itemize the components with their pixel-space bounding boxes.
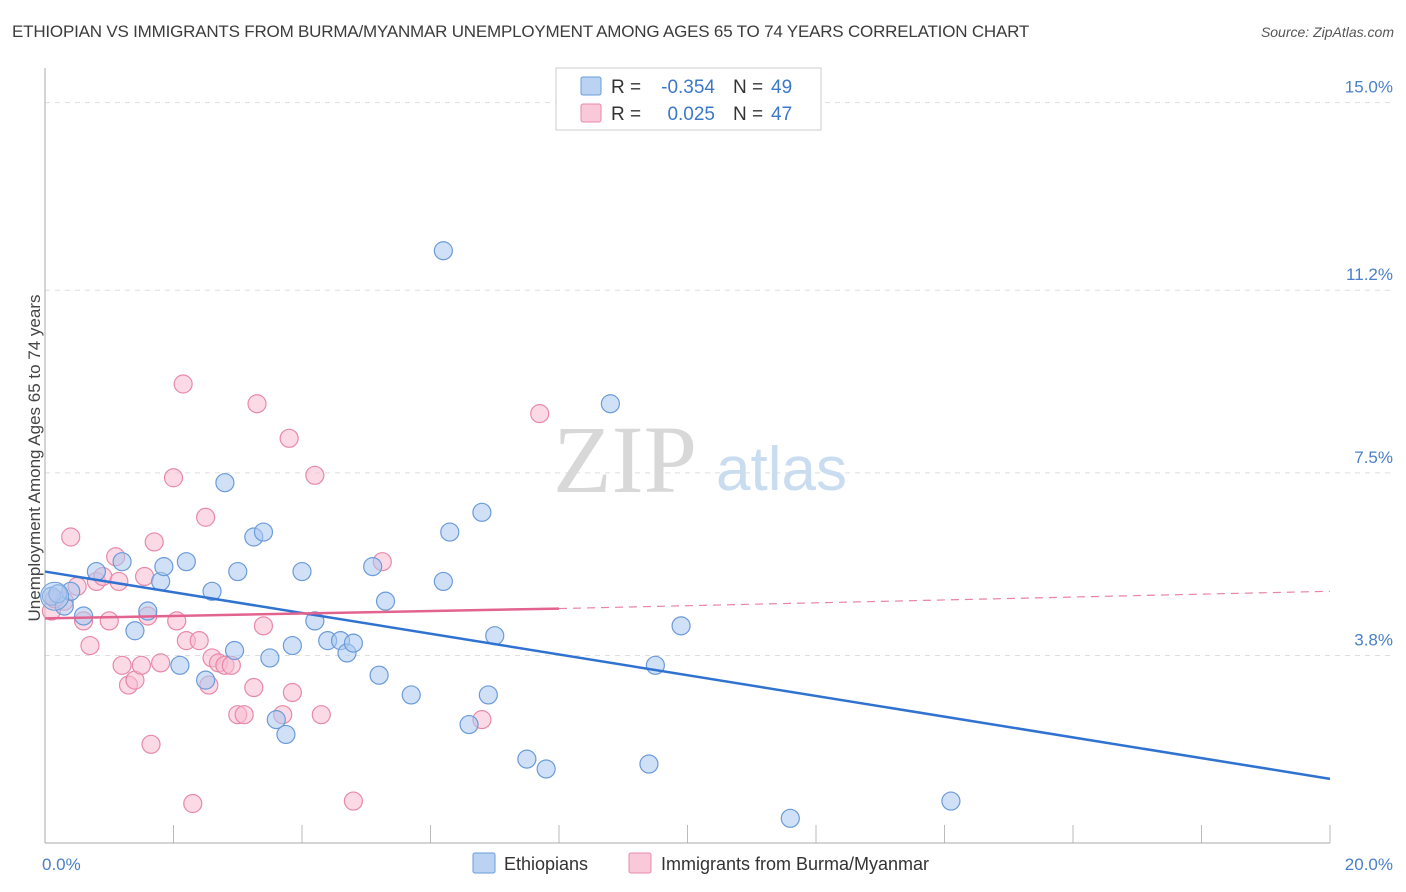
legend-n-label-burma: N =: [733, 104, 763, 125]
legend-r-value-burma: 0.025: [667, 104, 715, 125]
ethiopians-point: [215, 473, 235, 493]
ethiopians-point: [639, 754, 659, 774]
chart-source: Source: ZipAtlas.com: [1260, 24, 1394, 40]
ethiopians-point: [459, 714, 479, 735]
burma-point: [189, 631, 209, 651]
ethiopians-point: [440, 522, 460, 542]
burma-point: [247, 394, 267, 414]
burma-point: [343, 791, 363, 811]
ethiopians-point: [176, 552, 196, 572]
burma-point: [244, 677, 264, 698]
ethiopians-point: [536, 759, 556, 779]
burma-point: [134, 566, 155, 587]
axis-layer: [44, 68, 1330, 844]
ethiopians-point: [433, 571, 453, 592]
burma-point: [61, 527, 81, 547]
burma-point: [151, 653, 171, 673]
trend-layer: [44, 570, 1331, 781]
points-layer: [40, 241, 961, 828]
burma-point: [311, 705, 331, 725]
ethiopians-point: [363, 557, 383, 577]
ethiopians-point: [125, 621, 145, 641]
burma-point: [112, 655, 132, 675]
burma-trend-line: [44, 607, 560, 620]
watermark-atlas: atlas: [716, 435, 847, 504]
ethiopians-point: [202, 581, 222, 601]
ethiopians-point: [780, 808, 800, 828]
ethiopians-point: [40, 581, 70, 611]
legend-n-label-ethiopians: N =: [733, 77, 763, 98]
y-tick-label: 7.5%: [1354, 448, 1393, 467]
legend-r-label-burma: R =: [611, 104, 641, 125]
bottom-legend-label-burma: Immigrants from Burma/Myanmar: [661, 854, 929, 874]
x-tick-label: 0.0%: [42, 855, 81, 874]
burma-point: [183, 793, 203, 814]
ethiopians-point: [433, 241, 453, 261]
watermark: ZIP atlas: [553, 406, 847, 513]
bottom-legend-swatch-burma: [628, 852, 652, 874]
ethiopians-point: [253, 522, 274, 542]
ethiopians-point: [282, 635, 302, 656]
ethiopians-point: [224, 640, 245, 661]
y-tick-label: 3.8%: [1354, 630, 1393, 649]
legend-box: R = -0.354 N = 49 R = 0.025 N = 47: [555, 67, 822, 131]
y-tick-label: 11.2%: [1346, 265, 1393, 284]
ethiopians-point: [73, 606, 94, 626]
ethiopians-point: [517, 749, 537, 769]
x-tick-label: 20.0%: [1345, 855, 1393, 874]
legend-r-label-ethiopians: R =: [611, 77, 641, 98]
ethiopians-point: [154, 557, 174, 577]
bottom-legend-swatch-ethiopians: [472, 852, 496, 874]
ethiopians-point: [343, 633, 363, 653]
legend-n-value-burma: 47: [771, 104, 792, 125]
bottom-legend: Ethiopians Immigrants from Burma/Myanmar: [472, 852, 929, 874]
tick-layer: 3.8% 7.5% 11.2% 15.0% 0.0% 20.0%: [42, 78, 1393, 874]
burma-point: [144, 532, 164, 552]
burma-point: [196, 507, 216, 527]
y-tick-label: 15.0%: [1345, 78, 1393, 97]
y-axis-label: Unemployment Among Ages 65 to 74 years: [25, 295, 44, 622]
watermark-zip: ZIP: [553, 406, 697, 513]
burma-point: [253, 616, 274, 636]
ethiopians-point: [276, 724, 296, 745]
burma-point: [131, 655, 151, 675]
grid-layer: [45, 102, 1395, 843]
burma-point: [305, 465, 325, 485]
ethiopians-point: [941, 791, 961, 811]
ethiopians-point: [196, 670, 216, 690]
legend-n-value-ethiopians: 49: [771, 77, 792, 98]
ethiopians-point: [292, 561, 312, 582]
burma-point: [234, 705, 254, 725]
ethiopians-point: [472, 502, 492, 522]
ethiopians-point: [375, 591, 396, 611]
ethiopians-point: [478, 685, 498, 705]
ethiopians-point: [170, 655, 190, 675]
burma-point: [279, 428, 299, 448]
ethiopians-point: [369, 665, 389, 685]
burma-point: [530, 404, 550, 424]
burma-trend-line-dashed: [558, 590, 1331, 610]
ethiopians-point: [671, 616, 691, 636]
burma-point: [173, 374, 193, 394]
legend-r-value-ethiopians: -0.354: [661, 77, 715, 98]
chart-title: ETHIOPIAN VS IMMIGRANTS FROM BURMA/MYANM…: [12, 22, 1030, 41]
ethiopians-point: [600, 394, 621, 414]
burma-point: [141, 734, 161, 754]
legend-swatch-ethiopians: [580, 76, 602, 96]
ethiopians-trend-line: [44, 570, 1331, 781]
burma-point: [80, 635, 100, 656]
ethiopians-point: [401, 685, 421, 705]
ethiopians-point: [112, 552, 132, 572]
burma-point: [282, 682, 302, 703]
burma-point: [163, 468, 184, 488]
ethiopians-point: [228, 561, 248, 582]
ethiopians-point: [266, 710, 286, 730]
legend-swatch-burma: [580, 103, 602, 123]
bottom-legend-label-ethiopians: Ethiopians: [504, 854, 588, 874]
ethiopians-point: [260, 648, 280, 668]
burma-point: [99, 611, 119, 631]
